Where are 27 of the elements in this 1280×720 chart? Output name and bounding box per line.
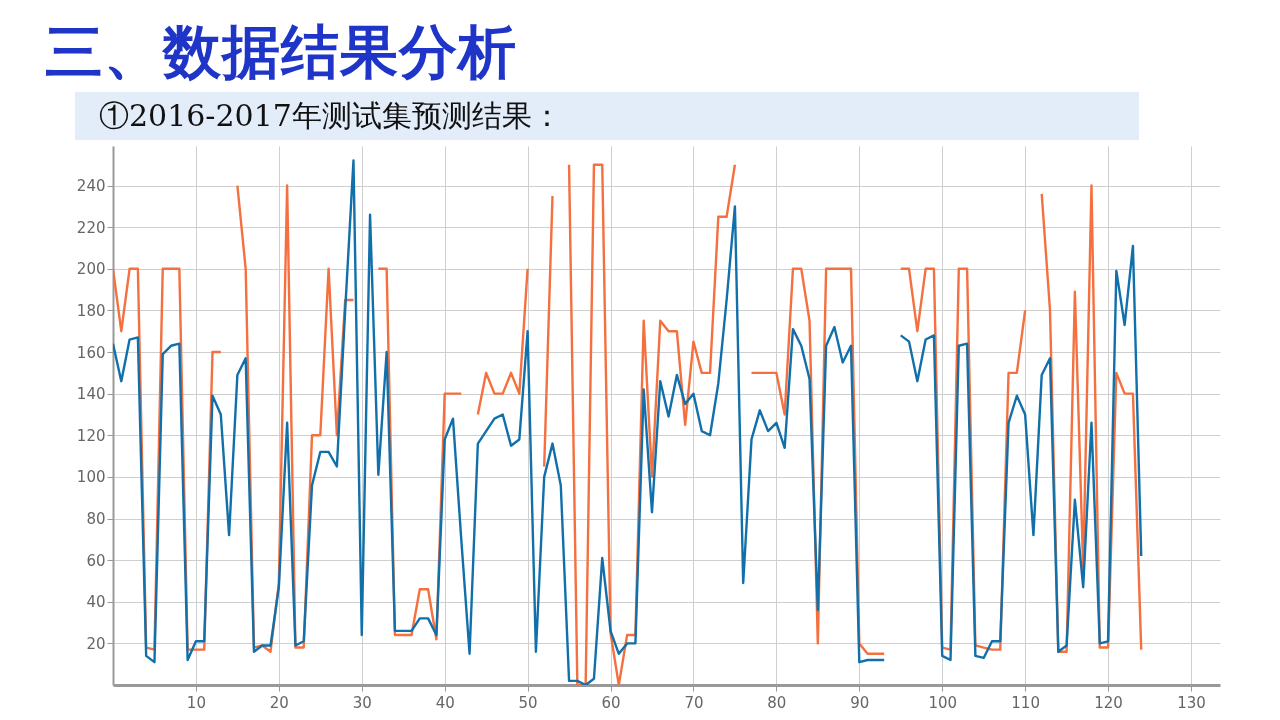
y-tick-label: 120 [76, 426, 106, 445]
y-tick-label: 100 [76, 468, 106, 487]
x-tick-label: 40 [435, 693, 455, 712]
y-tick-label: 200 [76, 260, 106, 279]
x-tick-label: 60 [601, 693, 621, 712]
x-tick-label: 130 [1177, 693, 1206, 712]
y-tick-label: 80 [86, 510, 106, 529]
y-tick-label: 140 [76, 385, 106, 404]
x-tick-label: 120 [1094, 693, 1123, 712]
x-tick-label: 30 [352, 693, 372, 712]
y-tick-label: 220 [76, 218, 106, 237]
y-tick-label: 240 [76, 177, 106, 196]
x-tick-label: 50 [518, 693, 538, 712]
x-tick-label: 110 [1011, 693, 1040, 712]
y-tick-label: 60 [86, 551, 106, 570]
y-tick-label: 180 [76, 301, 106, 320]
y-tick-label: 20 [86, 634, 106, 653]
x-tick-label: 80 [767, 693, 787, 712]
chart-title: 三、数据结果分析 [45, 17, 517, 88]
chart-subtitle: ①2016-2017年测试集预测结果： [75, 92, 1139, 140]
x-tick-label: 100 [928, 693, 958, 712]
x-tick-label: 70 [684, 693, 704, 712]
x-tick-label: 90 [850, 693, 870, 712]
x-tick-label: 10 [186, 693, 206, 712]
y-tick-label: 40 [86, 593, 106, 612]
x-tick-label: 20 [269, 693, 289, 712]
y-tick-label: 160 [76, 343, 106, 362]
